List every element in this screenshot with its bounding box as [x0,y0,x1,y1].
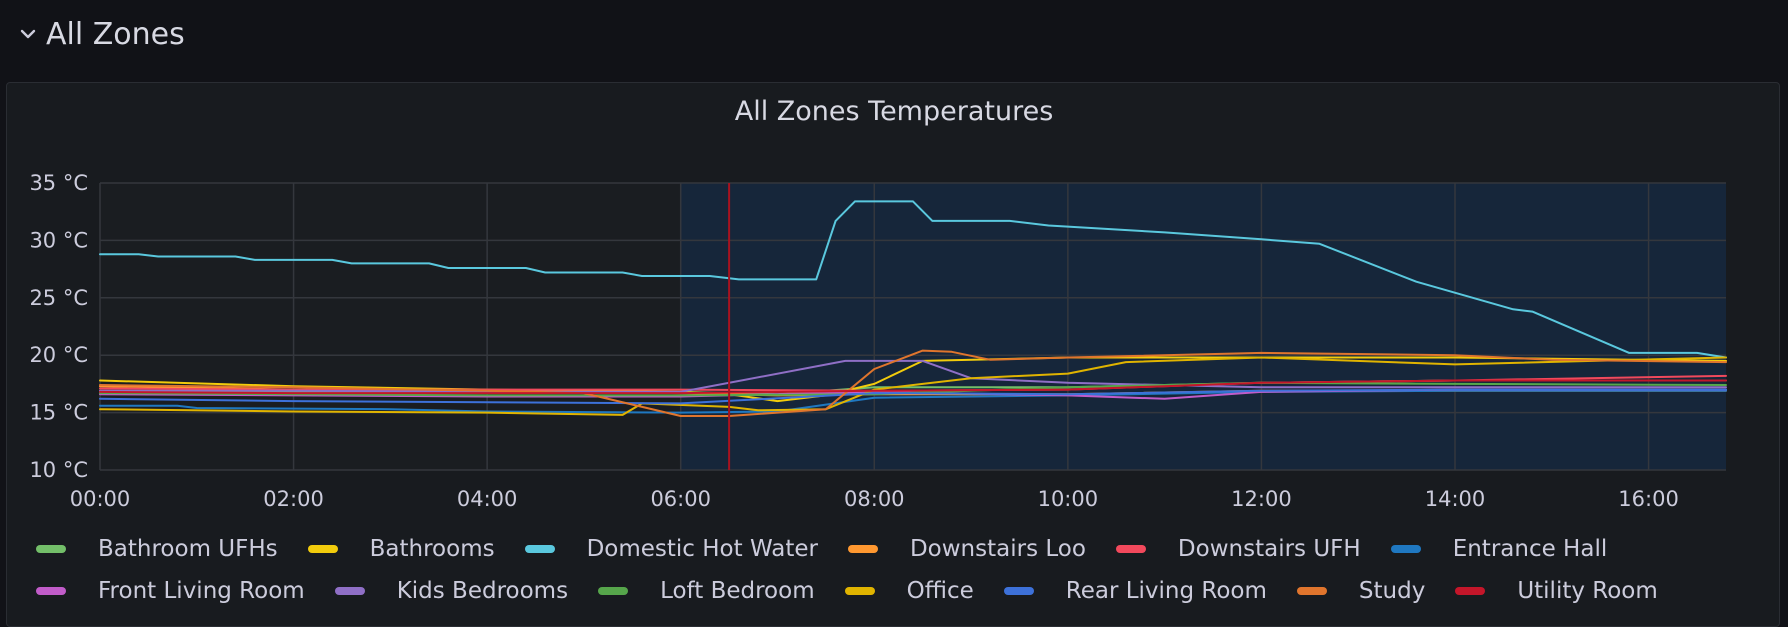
chart-legend: Bathroom UFHs Bathrooms Domestic Hot Water… [36,532,1736,608]
x-tick-label: 14:00 [1425,487,1486,511]
legend-swatch-icon [1455,587,1486,595]
series-line-kids-bedrooms[interactable] [99,359,1727,393]
legend-swatch-icon [36,545,66,553]
series-line-utility-room[interactable] [99,379,1727,395]
legend-label: Downstairs UFH [1177,536,1361,562]
legend-swatch-icon [1003,587,1034,595]
legend-item[interactable]: Utility Room [1455,574,1658,608]
legend-label: Office [906,578,974,604]
legend-label: Bathroom UFHs [98,536,278,562]
x-tick-label: 04:00 [457,487,518,511]
legend-swatch-icon [1390,545,1421,553]
legend-item[interactable]: Front Living Room [36,574,305,608]
series-line-loft-bedroom[interactable] [99,381,1727,397]
legend-label: Kids Bedrooms [396,578,569,604]
legend-label: Rear Living Room [1065,578,1267,604]
x-tick-label: 10:00 [1038,487,1099,511]
legend-swatch-icon [844,587,875,595]
legend-item[interactable]: Downstairs Loo [847,532,1086,566]
legend-swatch-icon [1296,587,1327,595]
y-tick-label: 10 °C [29,458,88,482]
legend-label: Domestic Hot Water [586,536,818,562]
x-tick-label: 00:00 [70,487,131,511]
y-tick-label: 20 °C [29,343,88,367]
y-tick-label: 35 °C [29,171,88,195]
row-header-all-zones[interactable]: All Zones [18,12,185,56]
legend-label: Entrance Hall [1452,536,1608,562]
series-line-domestic-hot-water[interactable] [99,200,1727,359]
y-tick-label: 30 °C [29,228,88,252]
x-tick-label: 16:00 [1618,487,1679,511]
legend-item[interactable]: Loft Bedroom [598,574,815,608]
x-tick-label: 02:00 [263,487,324,511]
x-tick-label: 06:00 [650,487,711,511]
legend-swatch-icon [598,587,629,595]
legend-label: Loft Bedroom [660,578,815,604]
legend-label: Bathrooms [369,536,495,562]
x-tick-label: 12:00 [1231,487,1292,511]
legend-item[interactable]: Entrance Hall [1390,532,1608,566]
legend-swatch-icon [1115,545,1146,553]
time-range-highlight [680,183,1726,470]
series-line-office[interactable] [99,356,1727,416]
legend-item[interactable]: Downstairs UFH [1115,532,1361,566]
legend-swatch-icon [307,545,338,553]
legend-label: Front Living Room [98,578,305,604]
series-line-study[interactable] [99,349,1727,417]
x-tick-label: 08:00 [844,487,905,511]
legend-swatch-icon [334,587,365,595]
legend-item[interactable]: Rear Living Room [1003,574,1267,608]
legend-item[interactable]: Bathrooms [307,532,495,566]
legend-label: Downstairs Loo [909,536,1086,562]
legend-item[interactable]: Office [844,574,974,608]
legend-item[interactable]: Domestic Hot Water [524,532,818,566]
legend-swatch-icon [36,587,66,595]
legend-item[interactable]: Study [1296,574,1426,608]
panel-title: All Zones Temperatures [734,96,1054,127]
y-tick-label: 15 °C [29,401,88,425]
legend-item[interactable]: Bathroom UFHs [36,532,278,566]
legend-item[interactable]: Kids Bedrooms [334,574,569,608]
row-title: All Zones [46,16,185,52]
legend-label: Utility Room [1517,578,1658,604]
legend-swatch-icon [524,545,555,553]
series-line-rear-living-room[interactable] [99,388,1727,405]
y-tick-label: 25 °C [29,286,88,310]
legend-label: Study [1358,578,1426,604]
chevron-down-icon[interactable] [18,24,38,44]
legend-swatch-icon [847,545,878,553]
